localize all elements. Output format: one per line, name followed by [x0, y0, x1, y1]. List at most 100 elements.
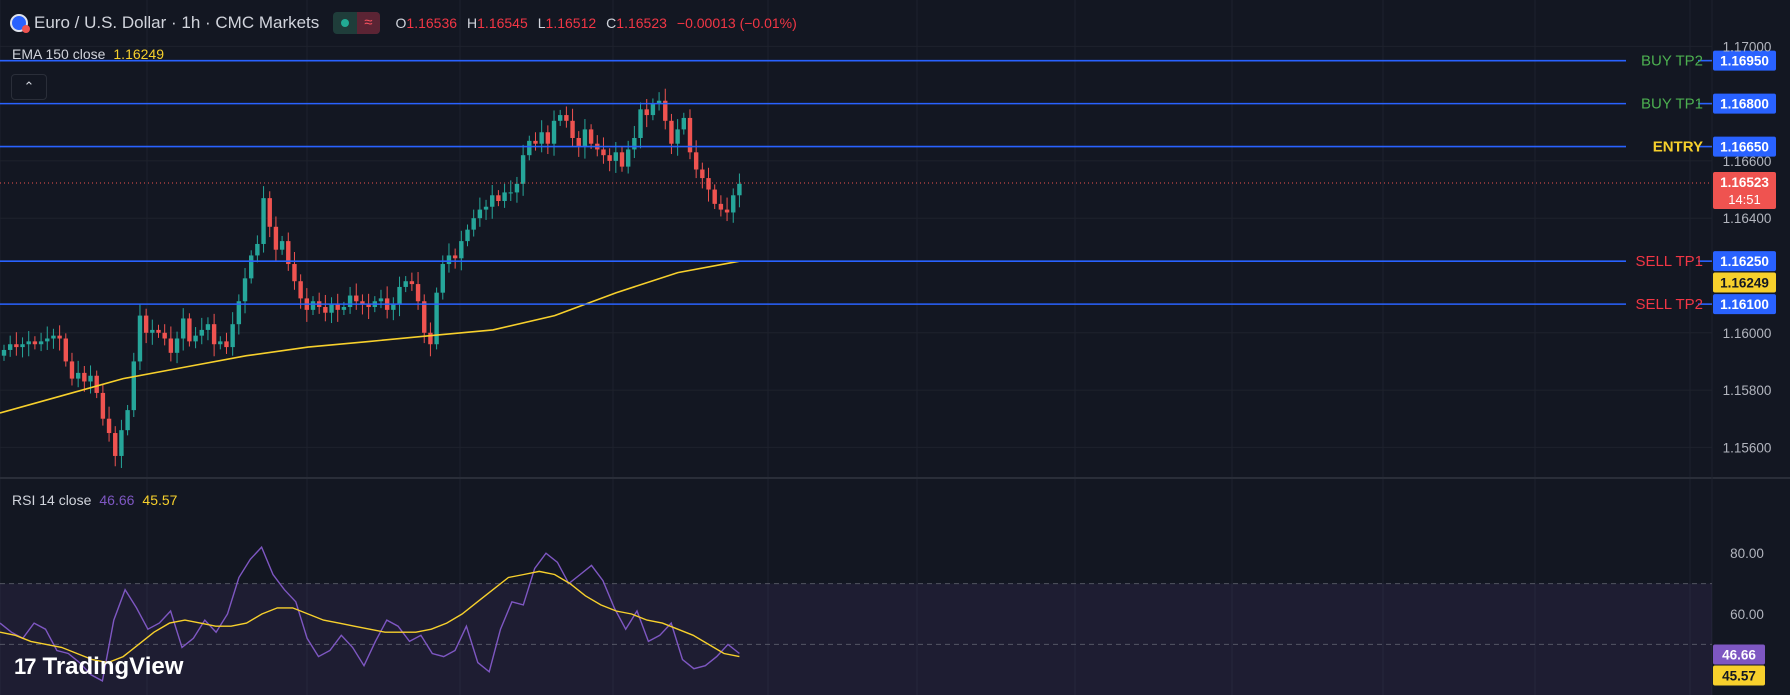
candle-body[interactable] — [564, 115, 569, 121]
candle-body[interactable] — [650, 103, 656, 116]
candle-body[interactable] — [360, 301, 365, 305]
level-price-tag[interactable] — [1713, 93, 1776, 114]
candle-body[interactable] — [143, 315, 149, 333]
candle-body[interactable] — [471, 218, 476, 230]
candle-body[interactable] — [273, 226, 279, 250]
rsi-ma-value-tag[interactable] — [1713, 665, 1765, 686]
candle-body[interactable] — [619, 152, 625, 167]
candle-body[interactable] — [205, 324, 211, 330]
candle-body[interactable] — [551, 120, 557, 144]
candle-body[interactable] — [38, 341, 44, 345]
candle-body[interactable] — [607, 155, 612, 161]
candle-body[interactable] — [409, 281, 415, 285]
candle-body[interactable] — [539, 132, 544, 144]
candle-body[interactable] — [533, 140, 538, 144]
candle-body[interactable] — [20, 344, 25, 348]
candle-body[interactable] — [45, 338, 50, 342]
candle-body[interactable] — [323, 306, 328, 313]
candle-body[interactable] — [675, 129, 680, 144]
candle-body[interactable] — [687, 117, 693, 153]
candle-body[interactable] — [218, 341, 223, 345]
candle-body[interactable] — [174, 338, 180, 353]
candle-body[interactable] — [588, 129, 594, 144]
candle-body[interactable] — [261, 198, 266, 244]
level-price-tag[interactable] — [1713, 294, 1776, 315]
candle-body[interactable] — [75, 372, 81, 379]
candle-body[interactable] — [434, 292, 439, 345]
candle-body[interactable] — [57, 335, 62, 339]
candle-body[interactable] — [403, 281, 408, 287]
candle-body[interactable] — [724, 209, 730, 213]
candle-body[interactable] — [131, 361, 136, 411]
candle-body[interactable] — [119, 430, 124, 456]
candle-body[interactable] — [465, 229, 470, 242]
candle-body[interactable] — [63, 338, 68, 362]
candle-body[interactable] — [187, 318, 192, 342]
candle-body[interactable] — [558, 115, 563, 121]
candle-body[interactable] — [632, 137, 637, 150]
rsi-ma-line[interactable] — [0, 570, 740, 664]
candle-body[interactable] — [483, 206, 489, 210]
candle-body[interactable] — [477, 209, 483, 219]
candle-body[interactable] — [224, 341, 229, 348]
level-price-tag[interactable] — [1713, 50, 1776, 71]
symbol-title[interactable]: Euro / U.S. Dollar · 1h · CMC Markets — [34, 13, 320, 32]
candle-body[interactable] — [514, 183, 520, 193]
ema-legend[interactable]: EMA 150 close 1.16249 — [12, 46, 164, 62]
candle-body[interactable] — [391, 304, 396, 310]
candle-body[interactable] — [236, 301, 242, 325]
candle-body[interactable] — [255, 243, 260, 256]
candle-body[interactable] — [125, 410, 130, 431]
candle-body[interactable] — [693, 152, 699, 170]
level-price-tag[interactable] — [1713, 136, 1776, 157]
candle-body[interactable] — [329, 304, 334, 313]
last-price-tag[interactable] — [1713, 171, 1776, 209]
candle-body[interactable] — [681, 117, 686, 130]
candle-body[interactable] — [7, 344, 13, 350]
candle-body[interactable] — [32, 341, 38, 345]
candle-body[interactable] — [199, 329, 204, 336]
candle-body[interactable] — [113, 433, 118, 456]
candle-body[interactable] — [669, 120, 674, 144]
candle-body[interactable] — [527, 140, 532, 156]
rsi-value-tag[interactable] — [1713, 644, 1765, 665]
candle-body[interactable] — [137, 315, 143, 362]
candle-body[interactable] — [718, 203, 724, 210]
candle-body[interactable] — [545, 132, 551, 144]
candle-body[interactable] — [576, 137, 581, 147]
candle-body[interactable] — [397, 286, 402, 305]
candle-body[interactable] — [310, 301, 316, 310]
candle-body[interactable] — [700, 169, 705, 179]
candle-body[interactable] — [181, 318, 186, 339]
candle-body[interactable] — [347, 295, 353, 307]
candle-body[interactable] — [100, 392, 106, 419]
candle-body[interactable] — [452, 255, 458, 259]
candle-body[interactable] — [14, 344, 19, 348]
candle-body[interactable] — [459, 241, 464, 259]
candle-body[interactable] — [378, 298, 384, 302]
tradingview-logo[interactable]: 17 TradingView — [14, 653, 183, 681]
candle-body[interactable] — [613, 152, 619, 161]
candle-body[interactable] — [162, 332, 167, 339]
candle-body[interactable] — [193, 335, 198, 342]
level-price-tag[interactable] — [1713, 251, 1776, 272]
candle-body[interactable] — [82, 372, 87, 382]
candle-body[interactable] — [638, 109, 643, 138]
candle-body[interactable] — [88, 375, 93, 382]
candle-body[interactable] — [94, 375, 99, 393]
candle-body[interactable] — [731, 195, 736, 213]
candle-body[interactable] — [168, 338, 174, 353]
candle-body[interactable] — [508, 192, 513, 194]
candle-body[interactable] — [286, 241, 291, 265]
candle-body[interactable] — [644, 109, 649, 116]
candle-body[interactable] — [570, 120, 575, 138]
candle-body[interactable] — [422, 301, 427, 333]
candle-body[interactable] — [490, 195, 495, 207]
market-status-pill[interactable]: ≈ — [333, 12, 380, 34]
candle-body[interactable] — [242, 278, 248, 302]
candle-body[interactable] — [415, 284, 421, 302]
candle-body[interactable] — [601, 149, 606, 156]
candle-body[interactable] — [354, 295, 359, 302]
candle-body[interactable] — [26, 341, 31, 345]
candle-body[interactable] — [1, 349, 7, 356]
